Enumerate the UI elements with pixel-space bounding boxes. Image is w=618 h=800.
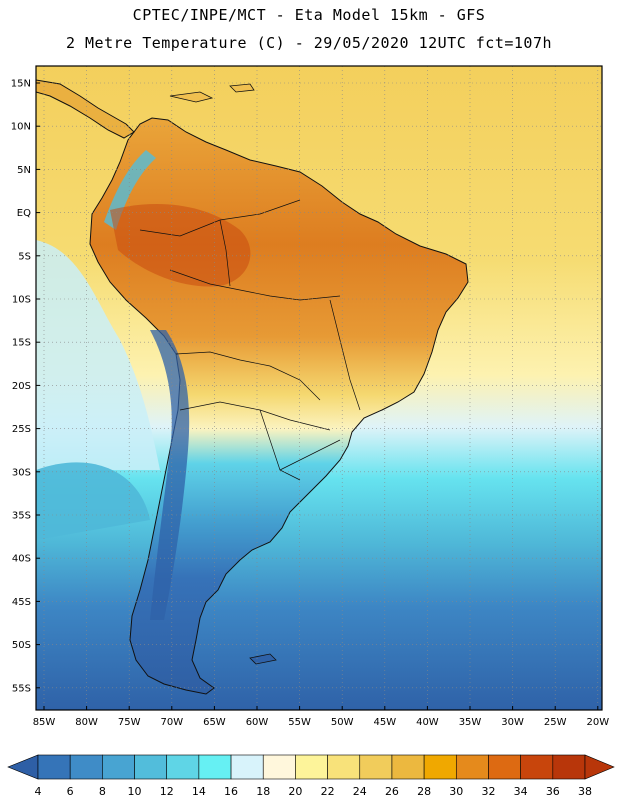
lon-label: 75W	[118, 717, 141, 728]
pacific-cold-zone	[36, 462, 150, 540]
colorbar-swatch	[359, 754, 393, 780]
colorbar-label: 36	[546, 785, 560, 798]
colorbar-swatch	[327, 754, 361, 780]
colorbar-label: 24	[353, 785, 367, 798]
lat-label: 10N	[11, 122, 31, 133]
country-borders	[139, 199, 361, 481]
colorbar-label: 8	[99, 785, 106, 798]
colorbar-label: 20	[288, 785, 302, 798]
colorbar-label: 10	[128, 785, 142, 798]
lat-label: 25S	[12, 424, 31, 435]
longitude-axis: 85W 80W 75W 70W 65W 60W 55W 50W 45W 40W 35W 30W 25W 2…	[33, 706, 609, 728]
colorbar-label: 30	[449, 785, 463, 798]
pacific-cool-zone	[36, 240, 160, 470]
colorbar-label: 38	[578, 785, 592, 798]
colorbar-swatch	[198, 754, 232, 780]
lon-label: 25W	[544, 717, 567, 728]
colorbar-label: 4	[35, 785, 42, 798]
colorbar-label: 12	[160, 785, 174, 798]
caribbean-island	[229, 83, 255, 93]
colorbar-swatch	[230, 754, 264, 780]
lon-label: 30W	[501, 717, 524, 728]
colorbar-swatch	[488, 754, 521, 780]
colorbar-swatch	[552, 754, 586, 780]
colorbar-label: 26	[385, 785, 399, 798]
colorbar-swatch	[69, 754, 103, 780]
colorbar-label: 28	[417, 785, 431, 798]
amazon-hot-core	[110, 204, 251, 287]
colorbar-swatch	[455, 754, 489, 780]
lat-label: 15N	[11, 79, 31, 90]
colorbar-label: 6	[67, 785, 74, 798]
colorbar-label: 22	[321, 785, 335, 798]
lon-label: 80W	[75, 717, 98, 728]
lat-label: 5N	[17, 165, 31, 176]
lat-label: 15S	[12, 338, 31, 349]
lat-label: 40S	[12, 554, 31, 565]
lon-label: 60W	[246, 717, 269, 728]
colorbar-swatch	[295, 754, 328, 780]
caribbean-island	[169, 91, 214, 103]
lat-label: 55S	[12, 683, 31, 694]
lon-label: 65W	[203, 717, 226, 728]
colorbar-swatch	[423, 754, 457, 780]
colorbar-swatch	[262, 754, 296, 780]
colorbar-label: 14	[192, 785, 206, 798]
map-frame	[35, 65, 603, 711]
colorbar-swatch	[134, 754, 168, 780]
lat-label: EQ	[17, 208, 31, 219]
lon-label: 45W	[373, 717, 396, 728]
colorbar-label: 18	[256, 785, 270, 798]
lat-label: 5S	[18, 251, 31, 262]
colorbar-label: 34	[514, 785, 528, 798]
colorbar-min-arrow	[7, 754, 39, 780]
map-title-line2: 2 Metre Temperature (C) - 29/05/2020 12U…	[65, 34, 553, 52]
lon-label: 50W	[331, 717, 354, 728]
lat-label: 50S	[12, 640, 31, 651]
lon-label: 70W	[160, 717, 183, 728]
colorbar-label: 32	[481, 785, 495, 798]
colorbar-label: 16	[224, 785, 238, 798]
map-gridlines	[36, 66, 602, 710]
colorbar-swatch	[37, 754, 71, 780]
colorbar-swatch	[166, 754, 200, 780]
lon-label: 20W	[586, 717, 609, 728]
lat-label: 30S	[12, 467, 31, 478]
lon-label: 85W	[33, 717, 56, 728]
lon-label: 35W	[459, 717, 482, 728]
colorbar-swatch	[391, 754, 425, 780]
lat-label: 45S	[12, 597, 31, 608]
lat-label: 20S	[12, 381, 31, 392]
colorbar-max-arrow	[584, 754, 615, 780]
lon-label: 40W	[416, 717, 439, 728]
andes-south-cold	[150, 330, 190, 620]
colorbar-swatch	[520, 754, 554, 780]
map-title-line1: CPTEC/INPE/MCT - Eta Model 15km - GFS	[132, 6, 486, 24]
colorbar: 4 6 8 10 12 14 16 18 20 22 24 26 28 30 32 34 36 38	[7, 754, 615, 798]
lat-label: 10S	[12, 295, 31, 306]
lat-label: 35S	[12, 511, 31, 522]
latitude-axis: 15N 10N 5N EQ 5S 10S 15S 20S 25S 30S 35S 40S 45S 50S 5…	[11, 79, 40, 694]
colorbar-swatch	[102, 754, 135, 780]
falkland-islands	[249, 653, 277, 665]
lon-label: 55W	[288, 717, 311, 728]
